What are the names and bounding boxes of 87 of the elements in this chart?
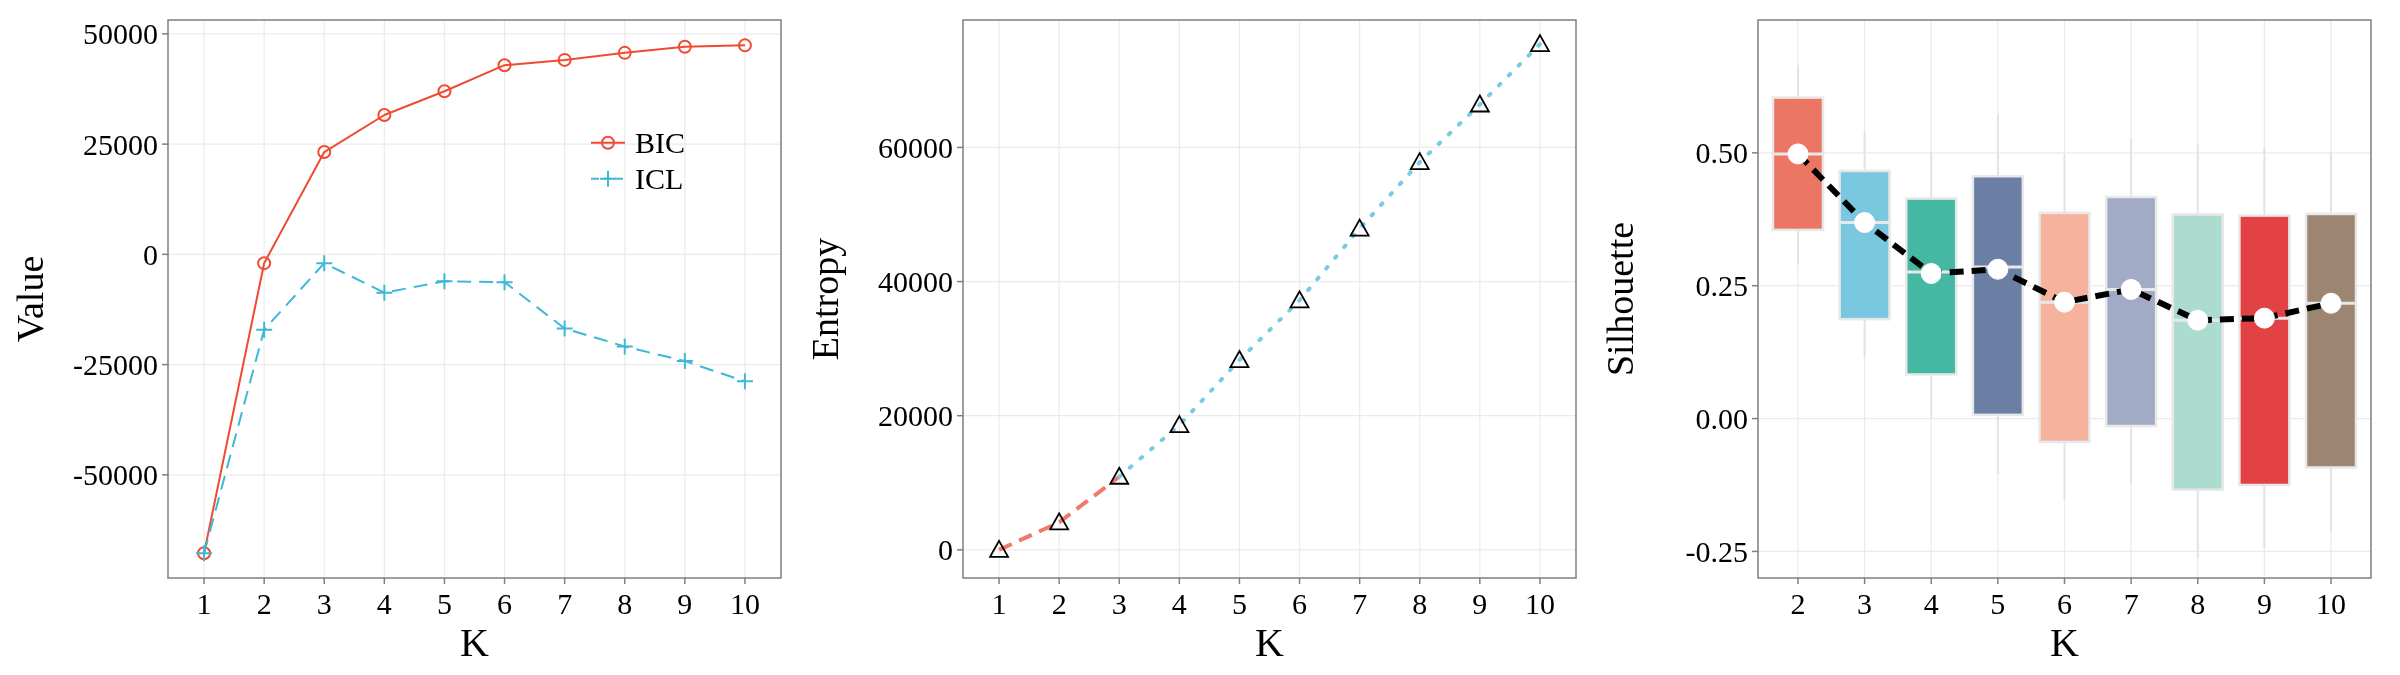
legend-label: ICL xyxy=(635,162,684,196)
x-tick-label: 6 xyxy=(497,587,513,620)
point xyxy=(2320,292,2342,314)
point xyxy=(555,319,574,338)
point xyxy=(1409,152,1430,171)
y-axis-title: Silhouette xyxy=(1599,221,1641,377)
point xyxy=(1787,143,1809,165)
x-tick-label: 4 xyxy=(1171,587,1187,620)
point xyxy=(1229,350,1250,368)
point xyxy=(1854,211,1876,233)
point xyxy=(435,272,454,291)
x-tick-label: 8 xyxy=(1412,587,1428,620)
point xyxy=(437,84,452,99)
y-tick-label: -50000 xyxy=(73,458,158,492)
x-tick-label: 10 xyxy=(2316,587,2347,620)
x-tick-label: 5 xyxy=(1231,587,1247,620)
point xyxy=(615,337,634,356)
x-tick-label: 10 xyxy=(1524,587,1555,620)
point xyxy=(1289,290,1310,309)
point xyxy=(1920,262,1942,284)
y-tick-label: 40000 xyxy=(878,265,953,299)
point xyxy=(1109,466,1130,485)
point xyxy=(1987,258,2009,280)
x-tick-label: 3 xyxy=(316,587,332,620)
y-tick-label: 60000 xyxy=(878,130,953,164)
point xyxy=(2120,278,2142,300)
x-tick-label: 8 xyxy=(617,587,633,620)
y-tick-label: 20000 xyxy=(878,399,953,433)
x-axis-title: K xyxy=(1255,620,1285,665)
point xyxy=(1469,94,1490,113)
x-tick-label: 2 xyxy=(256,587,272,620)
x-tick-label: 10 xyxy=(729,587,760,620)
point xyxy=(257,256,272,271)
x-tick-label: 4 xyxy=(1923,587,1939,620)
x-tick-label: 9 xyxy=(1472,587,1488,620)
y-tick-label: 0.00 xyxy=(1695,402,1748,436)
x-tick-label: 9 xyxy=(677,587,693,620)
point xyxy=(617,45,632,60)
x-tick-label: 7 xyxy=(1352,587,1368,620)
x-tick-label: 2 xyxy=(1790,587,1806,620)
point xyxy=(497,58,512,73)
x-tick-label: 6 xyxy=(2057,587,2072,620)
point xyxy=(989,539,1009,558)
x-tick-label: 7 xyxy=(557,587,573,620)
y-tick-label: 50000 xyxy=(83,17,158,51)
point xyxy=(1049,512,1070,531)
y-tick-label: 0 xyxy=(143,237,158,271)
point xyxy=(1169,415,1190,433)
x-axis-title: K xyxy=(2050,620,2080,665)
x-tick-label: 4 xyxy=(376,587,392,620)
x-tick-label: 3 xyxy=(1857,587,1873,620)
y-tick-label: 0.25 xyxy=(1695,269,1748,303)
x-tick-label: 3 xyxy=(1111,587,1127,620)
y-axis-title: Value xyxy=(9,255,51,343)
x-tick-label: 9 xyxy=(2256,587,2272,620)
x-tick-label: 2 xyxy=(1051,587,1067,620)
y-tick-label: 25000 xyxy=(83,127,158,161)
x-tick-label: 5 xyxy=(436,587,452,620)
point xyxy=(375,283,394,302)
point xyxy=(1530,34,1550,53)
point xyxy=(735,372,754,391)
y-tick-label: 0.50 xyxy=(1695,136,1748,170)
point xyxy=(377,108,392,123)
point xyxy=(2187,309,2209,331)
y-axis-title: Entropy xyxy=(804,237,846,361)
x-tick-label: 7 xyxy=(2123,587,2139,620)
point xyxy=(315,254,334,273)
y-tick-label: -25000 xyxy=(73,348,158,382)
point xyxy=(2054,291,2075,313)
point xyxy=(255,320,274,339)
point xyxy=(1349,218,1370,237)
y-tick-label: 0 xyxy=(938,533,953,567)
x-tick-label: 1 xyxy=(991,587,1007,620)
x-tick-label: 6 xyxy=(1292,587,1308,620)
point xyxy=(677,39,692,54)
point xyxy=(2253,307,2275,329)
point xyxy=(317,145,332,160)
legend-label: BIC xyxy=(635,126,686,160)
x-tick-label: 8 xyxy=(2190,587,2206,620)
point xyxy=(737,38,752,53)
x-axis-title: K xyxy=(460,620,490,665)
x-tick-label: 5 xyxy=(1990,587,2006,620)
x-tick-label: 1 xyxy=(196,587,212,620)
y-tick-label: -0.25 xyxy=(1685,534,1748,568)
point xyxy=(495,273,514,292)
point xyxy=(675,352,694,371)
point xyxy=(557,52,572,67)
